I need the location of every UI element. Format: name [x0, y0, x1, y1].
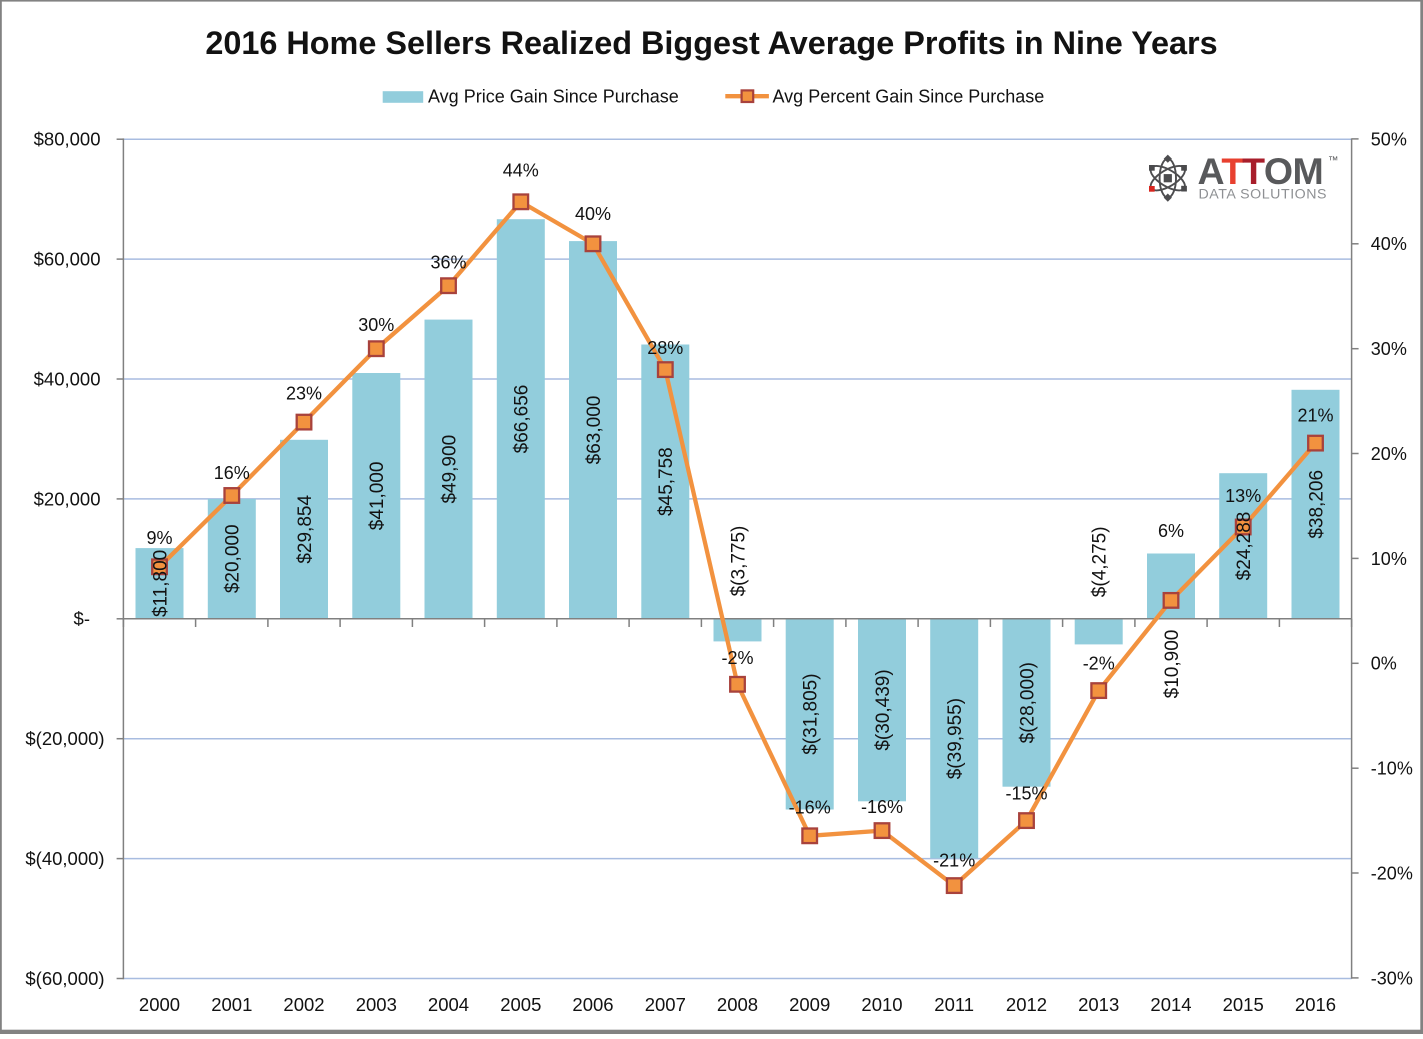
- svg-text:44%: 44%: [503, 161, 539, 181]
- svg-text:2007: 2007: [645, 994, 686, 1015]
- svg-text:ATTOM: ATTOM: [1198, 150, 1324, 192]
- svg-text:13%: 13%: [1225, 486, 1261, 506]
- svg-text:2006: 2006: [572, 994, 613, 1015]
- svg-text:$(3,775): $(3,775): [728, 526, 749, 597]
- svg-text:10%: 10%: [1371, 549, 1407, 569]
- svg-text:9%: 9%: [146, 528, 172, 548]
- svg-text:21%: 21%: [1297, 406, 1333, 426]
- svg-text:$10,900: $10,900: [1162, 630, 1183, 699]
- svg-text:40%: 40%: [575, 204, 611, 224]
- svg-text:$11,800: $11,800: [150, 550, 171, 617]
- svg-text:$29,854: $29,854: [295, 495, 316, 564]
- svg-text:$60,000: $60,000: [34, 249, 101, 270]
- svg-text:23%: 23%: [286, 384, 322, 404]
- svg-text:2010: 2010: [861, 994, 902, 1015]
- svg-text:40%: 40%: [1371, 234, 1407, 254]
- svg-text:$40,000: $40,000: [34, 368, 101, 389]
- svg-text:$(4,275): $(4,275): [1090, 526, 1111, 597]
- svg-text:DATA SOLUTIONS: DATA SOLUTIONS: [1199, 187, 1328, 203]
- svg-text:2014: 2014: [1150, 994, 1191, 1015]
- svg-text:$-: $-: [74, 608, 90, 629]
- svg-text:-20%: -20%: [1371, 863, 1413, 883]
- svg-text:2016: 2016: [1295, 994, 1336, 1015]
- svg-text:$(40,000): $(40,000): [25, 848, 104, 869]
- svg-text:28%: 28%: [647, 338, 683, 358]
- svg-text:$80,000: $80,000: [34, 129, 101, 150]
- svg-text:$(31,805): $(31,805): [801, 673, 822, 754]
- svg-text:2000: 2000: [139, 994, 180, 1015]
- svg-text:-10%: -10%: [1371, 759, 1413, 779]
- svg-text:$(60,000): $(60,000): [25, 968, 104, 989]
- svg-text:2011: 2011: [934, 994, 974, 1015]
- svg-text:30%: 30%: [1371, 339, 1407, 359]
- svg-text:2013: 2013: [1078, 994, 1119, 1015]
- svg-text:$20,000: $20,000: [34, 488, 101, 509]
- svg-text:$38,206: $38,206: [1306, 470, 1327, 539]
- svg-text:$(39,955): $(39,955): [945, 698, 966, 779]
- svg-text:$63,000: $63,000: [584, 396, 605, 465]
- svg-text:50%: 50%: [1371, 129, 1407, 149]
- svg-text:-15%: -15%: [1005, 783, 1047, 803]
- svg-text:2008: 2008: [717, 994, 758, 1015]
- svg-text:2012: 2012: [1006, 994, 1047, 1015]
- svg-text:36%: 36%: [430, 253, 466, 273]
- svg-text:$66,656: $66,656: [512, 385, 533, 454]
- svg-text:$(20,000): $(20,000): [25, 728, 104, 749]
- svg-text:-16%: -16%: [789, 797, 831, 817]
- svg-text:$41,000: $41,000: [367, 462, 388, 531]
- svg-text:-2%: -2%: [1083, 654, 1115, 674]
- svg-text:$(30,439): $(30,439): [873, 669, 894, 750]
- svg-text:Avg Price Gain Since Purchase: Avg Price Gain Since Purchase: [428, 87, 679, 107]
- svg-text:-16%: -16%: [861, 797, 903, 817]
- svg-text:2001: 2001: [211, 994, 252, 1015]
- svg-text:-21%: -21%: [933, 851, 975, 871]
- svg-text:2016 Home Sellers Realized Big: 2016 Home Sellers Realized Biggest Avera…: [205, 25, 1217, 61]
- svg-text:2003: 2003: [356, 994, 397, 1015]
- svg-text:2005: 2005: [500, 994, 541, 1015]
- svg-text:16%: 16%: [214, 463, 250, 483]
- svg-text:30%: 30%: [358, 315, 394, 335]
- svg-text:$49,900: $49,900: [439, 435, 460, 504]
- svg-text:Avg Percent Gain Since Purchas: Avg Percent Gain Since Purchase: [773, 87, 1045, 107]
- svg-text:$45,758: $45,758: [656, 447, 677, 516]
- svg-text:2015: 2015: [1223, 994, 1264, 1015]
- svg-text:™: ™: [1328, 155, 1339, 167]
- svg-text:-2%: -2%: [721, 648, 753, 668]
- svg-text:6%: 6%: [1158, 521, 1184, 541]
- svg-text:0%: 0%: [1371, 654, 1397, 674]
- svg-text:2004: 2004: [428, 994, 469, 1015]
- svg-text:-30%: -30%: [1371, 968, 1413, 988]
- svg-text:2009: 2009: [789, 994, 830, 1015]
- svg-text:2002: 2002: [283, 994, 324, 1015]
- svg-text:$24,288: $24,288: [1234, 512, 1255, 581]
- svg-text:$(28,000): $(28,000): [1017, 662, 1038, 743]
- svg-text:$20,000: $20,000: [223, 524, 244, 593]
- svg-text:20%: 20%: [1371, 444, 1407, 464]
